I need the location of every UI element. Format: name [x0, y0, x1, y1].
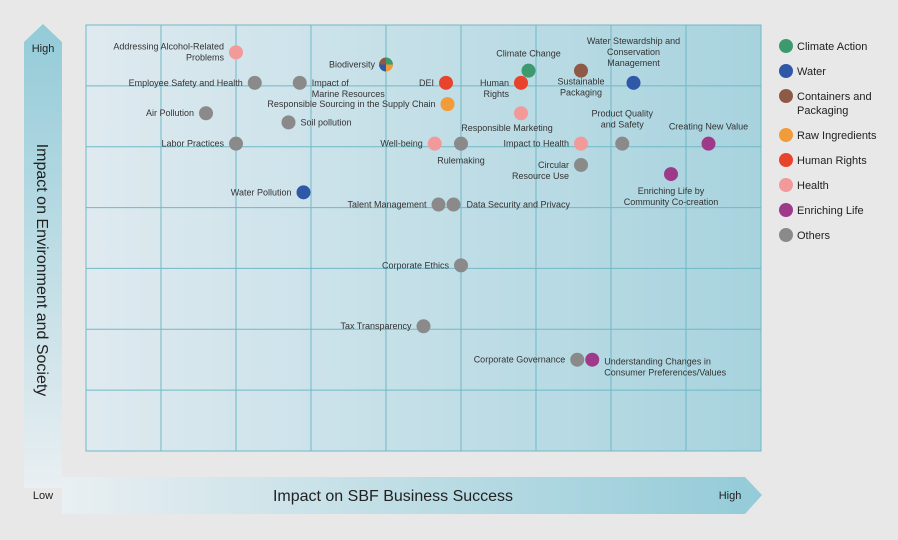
point-label-soil-pollution: Soil pollution — [301, 117, 352, 127]
point-biodiversity — [379, 57, 393, 72]
point-label-enriching-life-by-community-co-creation: Enriching Life by Community Co-creation — [624, 186, 719, 207]
y-axis-title: Impact on Environment and Society — [33, 144, 50, 397]
point-label-impact-to-health: Impact to Health — [503, 139, 569, 149]
point-water-pollution — [296, 185, 311, 200]
point-label-labor-practices: Labor Practices — [161, 139, 224, 149]
point-corporate-governance — [570, 352, 585, 367]
point-soil-pollution — [281, 115, 296, 130]
plot-border — [85, 24, 762, 452]
point-tax-transparency — [416, 319, 431, 334]
point-segment — [386, 57, 393, 65]
point-corporate-ethics — [454, 258, 468, 273]
legend-item-water: Water — [779, 64, 826, 78]
point-talent-management — [431, 197, 446, 212]
y-axis-high-label: High — [32, 43, 55, 55]
point-labor-practices — [229, 136, 243, 151]
legend-label: Health — [797, 180, 829, 192]
point-label-impact-of-marine-resources: Impact of Marine Resources — [312, 78, 386, 99]
point-label-data-security-and-privacy: Data Security and Privacy — [467, 200, 571, 210]
point-enriching-life-by-community-co-creation — [664, 167, 678, 182]
point-sustainable-packaging — [574, 63, 588, 78]
point-label-human-rights: Human Rights — [480, 78, 510, 99]
legend-swatch — [779, 128, 793, 142]
point-label-rulemaking: Rulemaking — [437, 156, 485, 166]
point-segment — [386, 64, 393, 72]
y-axis-arrow — [24, 24, 62, 488]
point-segment — [379, 64, 386, 72]
legend-swatch — [779, 153, 793, 167]
point-label-responsible-marketing: Responsible Marketing — [461, 123, 553, 133]
point-human-rights — [514, 75, 528, 90]
legend-swatch — [779, 39, 793, 53]
point-label-corporate-ethics: Corporate Ethics — [382, 260, 450, 270]
point-label-water-stewardship-and-conservation-management: Water Stewardship and Conservation Managem… — [587, 36, 680, 68]
point-label-air-pollution: Air Pollution — [146, 108, 194, 118]
legend-swatch — [779, 203, 793, 217]
legend-label: Raw Ingredients — [797, 130, 877, 142]
point-label-product-quality-and-safety: Product Quality and Safety — [591, 109, 653, 130]
point-label-corporate-governance: Corporate Governance — [474, 355, 566, 365]
point-circular-resource-use — [574, 157, 588, 172]
legend-label: Containers and Packaging — [797, 91, 872, 117]
legend-label: Human Rights — [797, 155, 867, 167]
point-label-circular-resource-use: Circular Resource Use — [512, 160, 569, 181]
legend-label: Climate Action — [797, 41, 867, 53]
legend-item-raw-ingredients: Raw Ingredients — [779, 128, 877, 142]
legend-item-human-rights: Human Rights — [779, 153, 867, 167]
x-axis-low-label: Low — [33, 490, 53, 502]
point-creating-new-value — [701, 136, 716, 151]
point-product-quality-and-safety — [615, 136, 630, 151]
point-impact-to-health — [574, 136, 588, 151]
data-points: Addressing Alcohol-Related Problems Biodiv… — [113, 36, 748, 378]
point-label-understanding-changes-in-consumer-preferences-values: Understanding Changes in Consumer Prefere… — [604, 357, 726, 378]
plot-area — [86, 25, 761, 451]
legend-item-others: Others — [779, 228, 831, 242]
point-responsible-marketing — [514, 106, 528, 121]
legend-swatch — [779, 64, 793, 78]
point-label-addressing-alcohol-related-problems: Addressing Alcohol-Related Problems — [113, 41, 224, 62]
legend-item-enriching-life: Enriching Life — [779, 203, 864, 217]
legend-swatch — [779, 178, 793, 192]
point-water-stewardship-and-conservation-management — [626, 75, 641, 90]
point-label-well-being: Well-being — [380, 139, 422, 149]
legend-swatch — [779, 89, 793, 103]
point-label-sustainable-packaging: Sustainable Packaging — [557, 77, 604, 98]
point-employee-safety-and-health — [247, 75, 262, 90]
point-label-employee-safety-and-health: Employee Safety and Health — [129, 78, 243, 88]
x-axis-high-label: High — [719, 490, 742, 502]
legend-item-climate-action: Climate Action — [779, 39, 867, 53]
point-label-talent-management: Talent Management — [347, 200, 427, 210]
point-label-responsible-sourcing-in-the-supply-chain: Responsible Sourcing in the Supply Chain — [267, 99, 435, 109]
point-understanding-changes-in-consumer-preferences-values — [585, 352, 600, 367]
point-segment — [379, 57, 386, 65]
legend-item-containers-and-packaging: Containers and Packaging — [779, 89, 872, 117]
point-label-biodiversity: Biodiversity — [329, 60, 376, 70]
legend-item-health: Health — [779, 178, 829, 192]
legend-label: Others — [797, 230, 831, 242]
legend-label: Enriching Life — [797, 205, 864, 217]
point-addressing-alcohol-related-problems — [229, 45, 243, 60]
point-responsible-sourcing-in-the-supply-chain — [440, 97, 455, 112]
point-label-climate-change: Climate Change — [496, 49, 561, 59]
point-dei — [439, 75, 453, 90]
point-air-pollution — [199, 106, 213, 121]
point-climate-change — [521, 63, 536, 78]
point-data-security-and-privacy — [446, 197, 461, 212]
legend-swatch — [779, 228, 793, 242]
legend-label: Water — [797, 66, 826, 78]
point-rulemaking — [454, 136, 468, 151]
x-axis-title: Impact on SBF Business Success — [273, 488, 513, 505]
legend: Climate Action Water Containers and Packagi… — [779, 39, 877, 242]
point-label-water-pollution: Water Pollution — [231, 187, 292, 197]
point-well-being — [427, 136, 442, 151]
point-label-creating-new-value: Creating New Value — [669, 122, 748, 132]
point-label-dei: DEI — [419, 78, 434, 88]
x-axis-arrow — [62, 477, 762, 514]
point-impact-of-marine-resources — [292, 75, 307, 90]
point-label-tax-transparency: Tax Transparency — [340, 321, 412, 331]
